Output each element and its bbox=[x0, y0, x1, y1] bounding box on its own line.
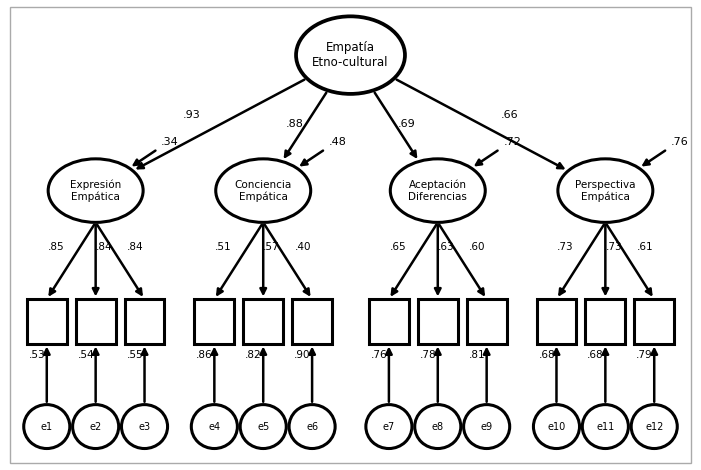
Text: .34: .34 bbox=[161, 137, 179, 147]
Ellipse shape bbox=[296, 16, 405, 94]
Text: .73: .73 bbox=[606, 242, 622, 252]
Text: e3: e3 bbox=[139, 422, 151, 431]
Text: Conciencia
Empática: Conciencia Empática bbox=[235, 180, 292, 202]
Text: .85: .85 bbox=[48, 242, 64, 252]
Text: .66: .66 bbox=[501, 110, 518, 120]
Text: .68: .68 bbox=[587, 350, 604, 360]
Text: .76: .76 bbox=[671, 137, 688, 147]
Text: e5: e5 bbox=[257, 422, 269, 431]
Text: e10: e10 bbox=[547, 422, 566, 431]
Text: .54: .54 bbox=[78, 350, 94, 360]
Ellipse shape bbox=[463, 405, 510, 448]
Text: .79: .79 bbox=[636, 350, 653, 360]
Text: .68: .68 bbox=[538, 350, 555, 360]
Text: Perspectiva
Empática: Perspectiva Empática bbox=[575, 180, 636, 202]
Ellipse shape bbox=[48, 159, 143, 222]
Text: e9: e9 bbox=[481, 422, 493, 431]
Ellipse shape bbox=[191, 405, 238, 448]
Bar bbox=[585, 299, 625, 344]
Bar bbox=[418, 299, 458, 344]
Bar bbox=[634, 299, 674, 344]
Text: Empatía
Etno-cultural: Empatía Etno-cultural bbox=[312, 41, 389, 69]
Bar bbox=[369, 299, 409, 344]
Text: .88: .88 bbox=[285, 118, 304, 129]
Ellipse shape bbox=[631, 405, 677, 448]
Text: .63: .63 bbox=[438, 242, 454, 252]
Ellipse shape bbox=[366, 405, 412, 448]
Text: .40: .40 bbox=[295, 242, 311, 252]
Ellipse shape bbox=[583, 405, 628, 448]
Text: e6: e6 bbox=[306, 422, 318, 431]
Text: e1: e1 bbox=[41, 422, 53, 431]
Text: Expresión
Empática: Expresión Empática bbox=[70, 179, 121, 202]
Ellipse shape bbox=[24, 405, 70, 448]
Text: e4: e4 bbox=[208, 422, 220, 431]
Text: e12: e12 bbox=[645, 422, 663, 431]
Text: .53: .53 bbox=[29, 350, 46, 360]
Text: .65: .65 bbox=[390, 242, 407, 252]
Text: .69: .69 bbox=[397, 118, 416, 129]
Bar bbox=[536, 299, 576, 344]
Text: e2: e2 bbox=[90, 422, 102, 431]
Text: .78: .78 bbox=[420, 350, 436, 360]
Text: .93: .93 bbox=[183, 110, 200, 120]
Bar bbox=[76, 299, 116, 344]
Text: .57: .57 bbox=[264, 242, 280, 252]
Text: .76: .76 bbox=[371, 350, 388, 360]
Text: .84: .84 bbox=[127, 242, 144, 252]
Text: .61: .61 bbox=[637, 242, 653, 252]
Bar bbox=[27, 299, 67, 344]
Ellipse shape bbox=[216, 159, 311, 222]
Bar bbox=[125, 299, 165, 344]
Text: e7: e7 bbox=[383, 422, 395, 431]
Text: .73: .73 bbox=[557, 242, 574, 252]
Bar bbox=[243, 299, 283, 344]
Ellipse shape bbox=[558, 159, 653, 222]
Ellipse shape bbox=[533, 405, 580, 448]
Ellipse shape bbox=[121, 405, 168, 448]
Ellipse shape bbox=[390, 159, 485, 222]
Text: .84: .84 bbox=[96, 242, 112, 252]
Bar bbox=[194, 299, 234, 344]
Text: e11: e11 bbox=[597, 422, 615, 431]
Text: .51: .51 bbox=[215, 242, 232, 252]
Ellipse shape bbox=[73, 405, 118, 448]
Text: .60: .60 bbox=[470, 242, 486, 252]
Text: .90: .90 bbox=[294, 350, 311, 360]
Text: e8: e8 bbox=[432, 422, 444, 431]
Text: .86: .86 bbox=[196, 350, 213, 360]
Bar bbox=[467, 299, 507, 344]
Ellipse shape bbox=[415, 405, 461, 448]
Ellipse shape bbox=[289, 405, 335, 448]
Ellipse shape bbox=[240, 405, 286, 448]
Text: .81: .81 bbox=[468, 350, 485, 360]
Text: .48: .48 bbox=[329, 137, 347, 147]
Text: Aceptación
Diferencias: Aceptación Diferencias bbox=[409, 180, 467, 202]
Text: .55: .55 bbox=[126, 350, 143, 360]
Bar bbox=[292, 299, 332, 344]
Text: .72: .72 bbox=[503, 137, 522, 147]
Text: .82: .82 bbox=[245, 350, 261, 360]
